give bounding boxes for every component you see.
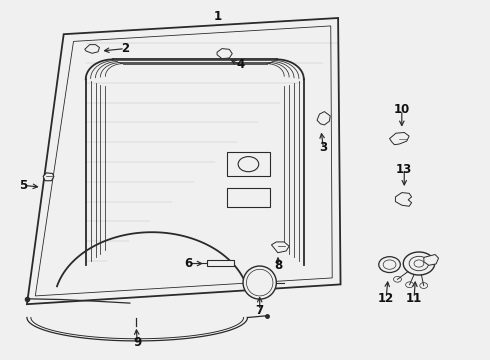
FancyBboxPatch shape (227, 152, 270, 176)
Text: 10: 10 (393, 103, 410, 116)
FancyBboxPatch shape (227, 188, 270, 207)
Polygon shape (390, 132, 409, 145)
Polygon shape (317, 112, 330, 125)
Text: 12: 12 (378, 292, 394, 305)
Text: 5: 5 (20, 179, 27, 192)
Text: 13: 13 (396, 163, 413, 176)
Polygon shape (424, 255, 439, 265)
Text: 11: 11 (406, 292, 422, 305)
Polygon shape (395, 193, 412, 206)
Polygon shape (43, 173, 54, 181)
Polygon shape (217, 49, 232, 59)
FancyBboxPatch shape (207, 260, 234, 266)
Text: 4: 4 (236, 58, 244, 71)
Text: 2: 2 (121, 42, 129, 55)
Text: 3: 3 (319, 141, 327, 154)
Text: 9: 9 (133, 336, 141, 349)
Circle shape (238, 157, 259, 172)
Circle shape (379, 257, 400, 273)
Text: 1: 1 (214, 10, 222, 23)
Polygon shape (271, 242, 289, 253)
Text: 6: 6 (185, 257, 193, 270)
Text: 7: 7 (256, 304, 264, 317)
Ellipse shape (243, 266, 276, 299)
Polygon shape (85, 45, 99, 53)
Circle shape (403, 252, 435, 275)
Circle shape (383, 260, 396, 269)
Text: 8: 8 (274, 259, 282, 272)
